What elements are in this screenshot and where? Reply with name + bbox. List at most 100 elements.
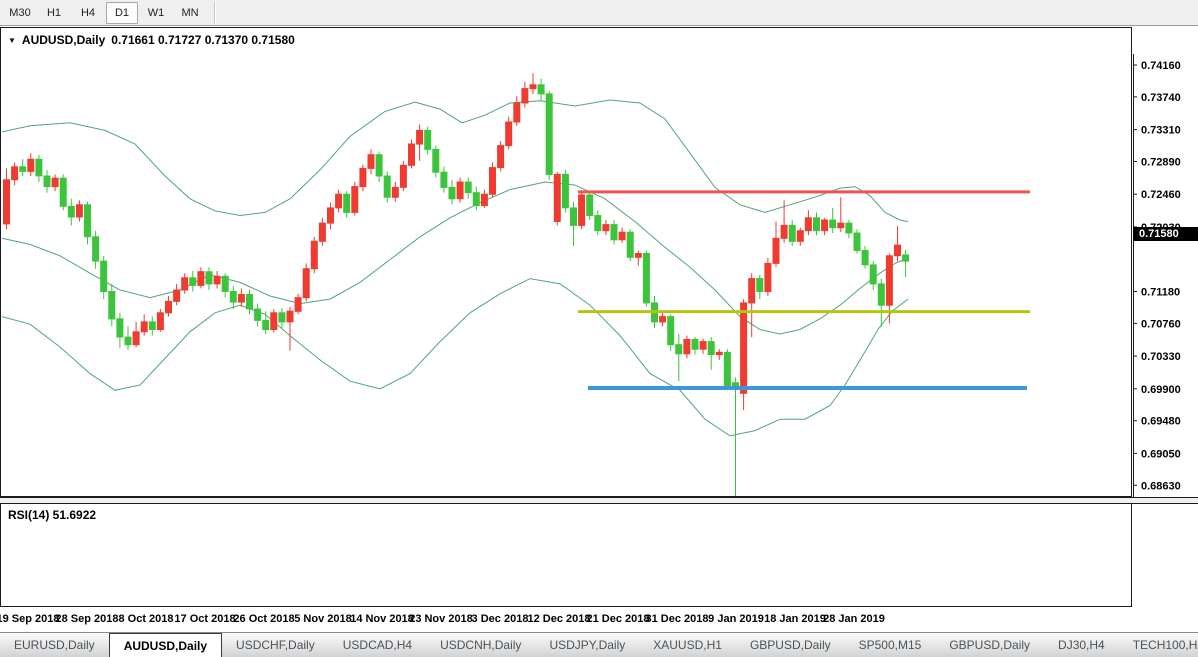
- candle-body: [318, 222, 326, 242]
- candle-body: [586, 194, 594, 216]
- rsi-indicator-pane[interactable]: 10070300: [0, 504, 1198, 607]
- pane-splitter[interactable]: [0, 497, 1198, 504]
- date-axis-label: 8 Oct 2018: [118, 613, 174, 625]
- candle-body: [894, 244, 901, 257]
- candle-body: [270, 312, 278, 330]
- candle-body: [505, 121, 513, 147]
- candle-body: [165, 300, 172, 314]
- timeframe-button-mn[interactable]: MN: [181, 6, 199, 19]
- toolbar-separator: [214, 1, 216, 24]
- current-price-badge: 0.71580: [1133, 227, 1198, 241]
- chart-tab-eurusd[interactable]: EURUSD,Daily: [14, 638, 95, 652]
- chart-tab-usdjpy[interactable]: USDJPY,Daily: [549, 638, 626, 652]
- chart-tab-gbpusd[interactable]: GBPUSD,Daily: [749, 638, 831, 652]
- candle-body: [75, 204, 83, 218]
- candle-body: [408, 143, 415, 166]
- candle-body: [375, 154, 383, 177]
- candle-body: [189, 277, 197, 286]
- candle-body: [821, 219, 829, 232]
- candle-body: [448, 186, 456, 200]
- candles-layer: [3, 73, 910, 518]
- timeframe-toolbar: M30 H1 H4 D1 W1 MN: [0, 0, 1198, 26]
- candle-body: [683, 338, 691, 355]
- candle-body: [11, 166, 19, 181]
- candle-body: [594, 215, 602, 232]
- candle-body: [570, 207, 577, 226]
- price-axis-label: 0.72890: [1141, 157, 1181, 169]
- candle-body: [877, 283, 885, 306]
- candle-body: [19, 166, 27, 172]
- date-axis-label: 23 Nov 2018: [409, 613, 473, 625]
- chart-tab-usdcad[interactable]: USDCAD,H4: [342, 638, 413, 652]
- candle-body: [67, 205, 75, 218]
- chart-tab-audusd[interactable]: AUDUSD,Daily: [108, 633, 223, 657]
- price-axis-label: 0.69050: [1141, 448, 1181, 460]
- candle-body: [116, 318, 124, 338]
- price-axis-label: 0.70330: [1141, 351, 1181, 363]
- timeframe-button-w1[interactable]: W1: [147, 6, 165, 19]
- chart-tab-usdcnh[interactable]: USDCNH,Daily: [440, 638, 522, 652]
- candle-body: [578, 194, 586, 226]
- chart-tab-sp500[interactable]: SP500,M15: [858, 638, 922, 652]
- price-axis-label: 0.71180: [1141, 287, 1180, 299]
- candle-body: [675, 344, 683, 355]
- candle-body: [221, 275, 229, 293]
- candle-body: [351, 186, 359, 213]
- timeframe-button-d1[interactable]: D1: [106, 1, 138, 24]
- candle-body: [27, 158, 35, 172]
- main-chart-pane[interactable]: 0.741600.737400.733100.728900.724600.720…: [0, 27, 1198, 525]
- candle-body: [642, 253, 650, 304]
- candle-body: [229, 291, 237, 303]
- candle-body: [310, 240, 318, 270]
- collapse-arrow-icon[interactable]: ▼: [8, 35, 16, 45]
- candle-body: [205, 271, 213, 285]
- price-axis-label: 0.72460: [1141, 189, 1181, 201]
- candle-body: [699, 341, 707, 350]
- timeframe-button-h1[interactable]: H1: [46, 6, 62, 19]
- candle-body: [100, 260, 108, 293]
- candle-body: [440, 171, 448, 188]
- bollinger-lower-band: [1, 278, 909, 437]
- candle-body: [853, 232, 861, 251]
- timeframe-button-h4[interactable]: H4: [80, 6, 96, 19]
- candle-body: [148, 321, 156, 330]
- candle-body: [861, 249, 869, 266]
- price-axis-label: 0.69900: [1141, 384, 1181, 396]
- candle-body: [424, 129, 432, 150]
- candle-body: [92, 236, 100, 262]
- candle-body: [383, 175, 391, 198]
- chart-tab-usdchf[interactable]: USDCHF,Daily: [236, 638, 315, 652]
- candle-body: [845, 222, 853, 234]
- candle-body: [237, 294, 245, 303]
- chart-tab-dj30[interactable]: DJ30,H4: [1058, 638, 1105, 652]
- candle-body: [902, 254, 910, 262]
- candle-body: [84, 204, 91, 238]
- candle-body: [294, 297, 302, 312]
- date-axis-label: 26 Oct 2018: [233, 613, 295, 625]
- chart-tab-gbpusd[interactable]: GBPUSD,Daily: [949, 638, 1031, 652]
- candle-body: [837, 222, 845, 229]
- date-axis-label: 14 Nov 2018: [350, 613, 414, 625]
- chart-tab-tech100[interactable]: TECH100,H1: [1132, 638, 1198, 652]
- candle-body: [43, 175, 51, 188]
- rsi-indicator-label: RSI(14) 51.6922: [8, 508, 97, 522]
- candle-body: [489, 167, 496, 195]
- candle-body: [213, 275, 221, 285]
- chart-tab-xauusd[interactable]: XAUUSD,H1: [653, 638, 722, 652]
- candle-body: [262, 319, 270, 330]
- candle-body: [286, 310, 294, 323]
- time-axis[interactable]: 19 Sep 2018 28 Sep 2018 8 Oct 2018 17 Oct 2…: [0, 607, 1198, 632]
- candle-body: [278, 312, 286, 323]
- candle-body: [561, 173, 569, 209]
- candle-body: [254, 308, 262, 321]
- date-axis-label: 28 Sep 2018: [55, 613, 119, 625]
- price-axis-label: 0.70760: [1141, 318, 1181, 330]
- chart-title: ▼ AUDUSD,Daily 0.71661 0.71727 0.71370 0…: [8, 33, 295, 47]
- candle-body: [472, 192, 480, 207]
- timeframe-button-m30[interactable]: M30: [9, 6, 31, 19]
- candle-body: [529, 84, 537, 90]
- candle-body: [764, 262, 772, 292]
- candle-body: [780, 224, 788, 239]
- candle-body: [553, 173, 561, 222]
